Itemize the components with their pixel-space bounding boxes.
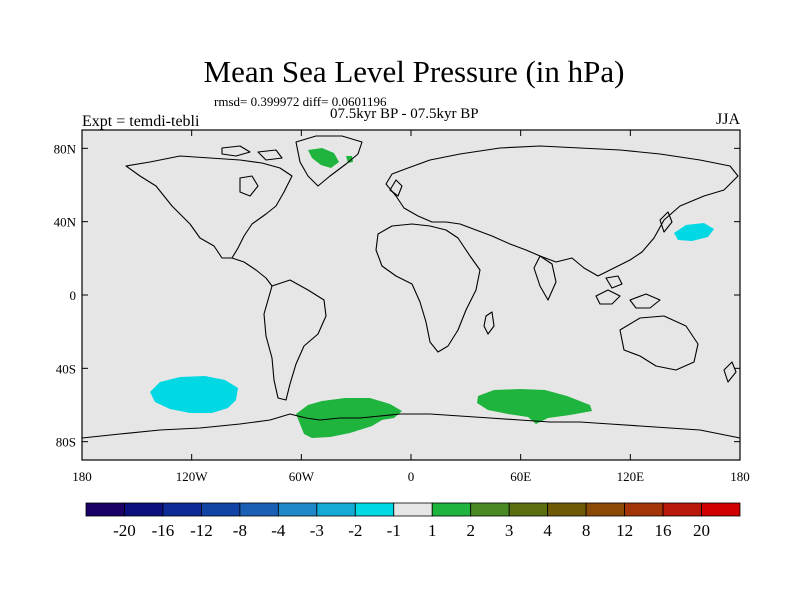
central-america-coast: [231, 257, 273, 287]
y-tick-label: 0: [70, 288, 77, 303]
period-label: 07.5kyr BP - 07.5kyr BP: [330, 106, 479, 122]
colorbar-swatch: [547, 502, 587, 517]
colorbar-label: 4: [543, 521, 552, 540]
africa-coast: [375, 223, 481, 353]
x-tick-label: 180: [72, 469, 92, 484]
uk-coast: [389, 179, 403, 197]
y-tick-label: 40N: [54, 215, 77, 230]
x-tick-label: 120W: [176, 469, 209, 484]
y-tick-label: 80S: [56, 435, 76, 450]
colorbar-swatch: [662, 502, 702, 517]
colorbar-swatch: [316, 502, 356, 517]
experiment-label: Expt = temdi-tebli: [82, 113, 200, 130]
colorbar-swatch: [393, 502, 433, 517]
south-america-coast: [263, 279, 327, 401]
colorbar-swatch: [624, 502, 664, 517]
rmsd-diff-stats: rmsd= 0.399972 diff= 0.0601196: [214, 94, 387, 109]
colorbar-label: 8: [582, 521, 591, 540]
colorbar-label: -20: [113, 521, 136, 540]
north-america-coast: [125, 155, 293, 259]
greenland-positive-anomaly: [308, 148, 353, 168]
japan-coast: [659, 211, 673, 233]
colorbar-label: -16: [152, 521, 175, 540]
season-label: JJA: [716, 111, 741, 128]
x-tick-label: 60W: [289, 469, 315, 484]
x-tick-label: 180: [730, 469, 750, 484]
colorbar-label: 1: [428, 521, 437, 540]
india-coast: [533, 255, 557, 301]
colorbar-label: 3: [505, 521, 514, 540]
y-tick-label: 40S: [56, 361, 76, 376]
colorbar-swatch: [585, 502, 625, 517]
north-pacific-negative-anomaly: [674, 223, 714, 241]
colorbar-label: -1: [387, 521, 401, 540]
colorbar-swatch: [277, 502, 318, 517]
x-tick-label: 120E: [617, 469, 645, 484]
colorbar: [85, 502, 741, 517]
antarctica-coast: [81, 413, 741, 439]
colorbar-label: -8: [233, 521, 247, 540]
colorbar-swatch: [431, 502, 472, 517]
southeast-asia-islands-coast: [595, 275, 661, 309]
colorbar-swatch: [85, 502, 125, 517]
colorbar-swatch: [239, 502, 279, 517]
colorbar-swatch: [201, 502, 241, 517]
colorbar-swatch: [701, 502, 741, 517]
anomaly-regions: [150, 148, 714, 438]
australia-coast: [619, 315, 699, 371]
plot-title: Mean Sea Level Pressure (in hPa): [203, 54, 625, 89]
colorbar-label: 20: [693, 521, 710, 540]
canadian-archipelago-coast: [221, 145, 283, 161]
colorbar-label: -3: [310, 521, 324, 540]
south-indian-positive-anomaly: [477, 389, 592, 424]
south-pacific-negative-anomaly: [150, 376, 238, 413]
coastlines: [81, 135, 741, 439]
map-axis-labels: 180 120W 60W 0 60E 120E 180 80N 40N 0 40S 80S: [54, 141, 750, 484]
colorbar-swatch: [354, 502, 395, 517]
map-axis-ticks: [81, 130, 741, 460]
colorbar-label: 16: [655, 521, 672, 540]
colorbar-swatch: [470, 502, 510, 517]
colorbar-label: 2: [466, 521, 475, 540]
colorbar-label: -2: [348, 521, 362, 540]
x-tick-label: 60E: [510, 469, 531, 484]
colorbar-labels: -20 -16 -12 -8 -4 -3 -2 -1 1 2 3 4 8 12 16 20: [113, 521, 710, 540]
hudson-bay-coast: [239, 175, 259, 197]
colorbar-swatch: [124, 502, 164, 517]
europe-asia-coast: [385, 145, 739, 277]
colorbar-swatch: [162, 502, 202, 517]
colorbar-label: -12: [190, 521, 213, 540]
colorbar-label: -4: [271, 521, 286, 540]
greenland-coast: [295, 135, 363, 187]
colorbar-label: 12: [616, 521, 633, 540]
colorbar-swatch: [508, 502, 549, 517]
new-zealand-coast: [723, 361, 737, 383]
x-tick-label: 0: [408, 469, 415, 484]
y-tick-label: 80N: [54, 141, 77, 156]
madagascar-coast: [483, 311, 495, 335]
